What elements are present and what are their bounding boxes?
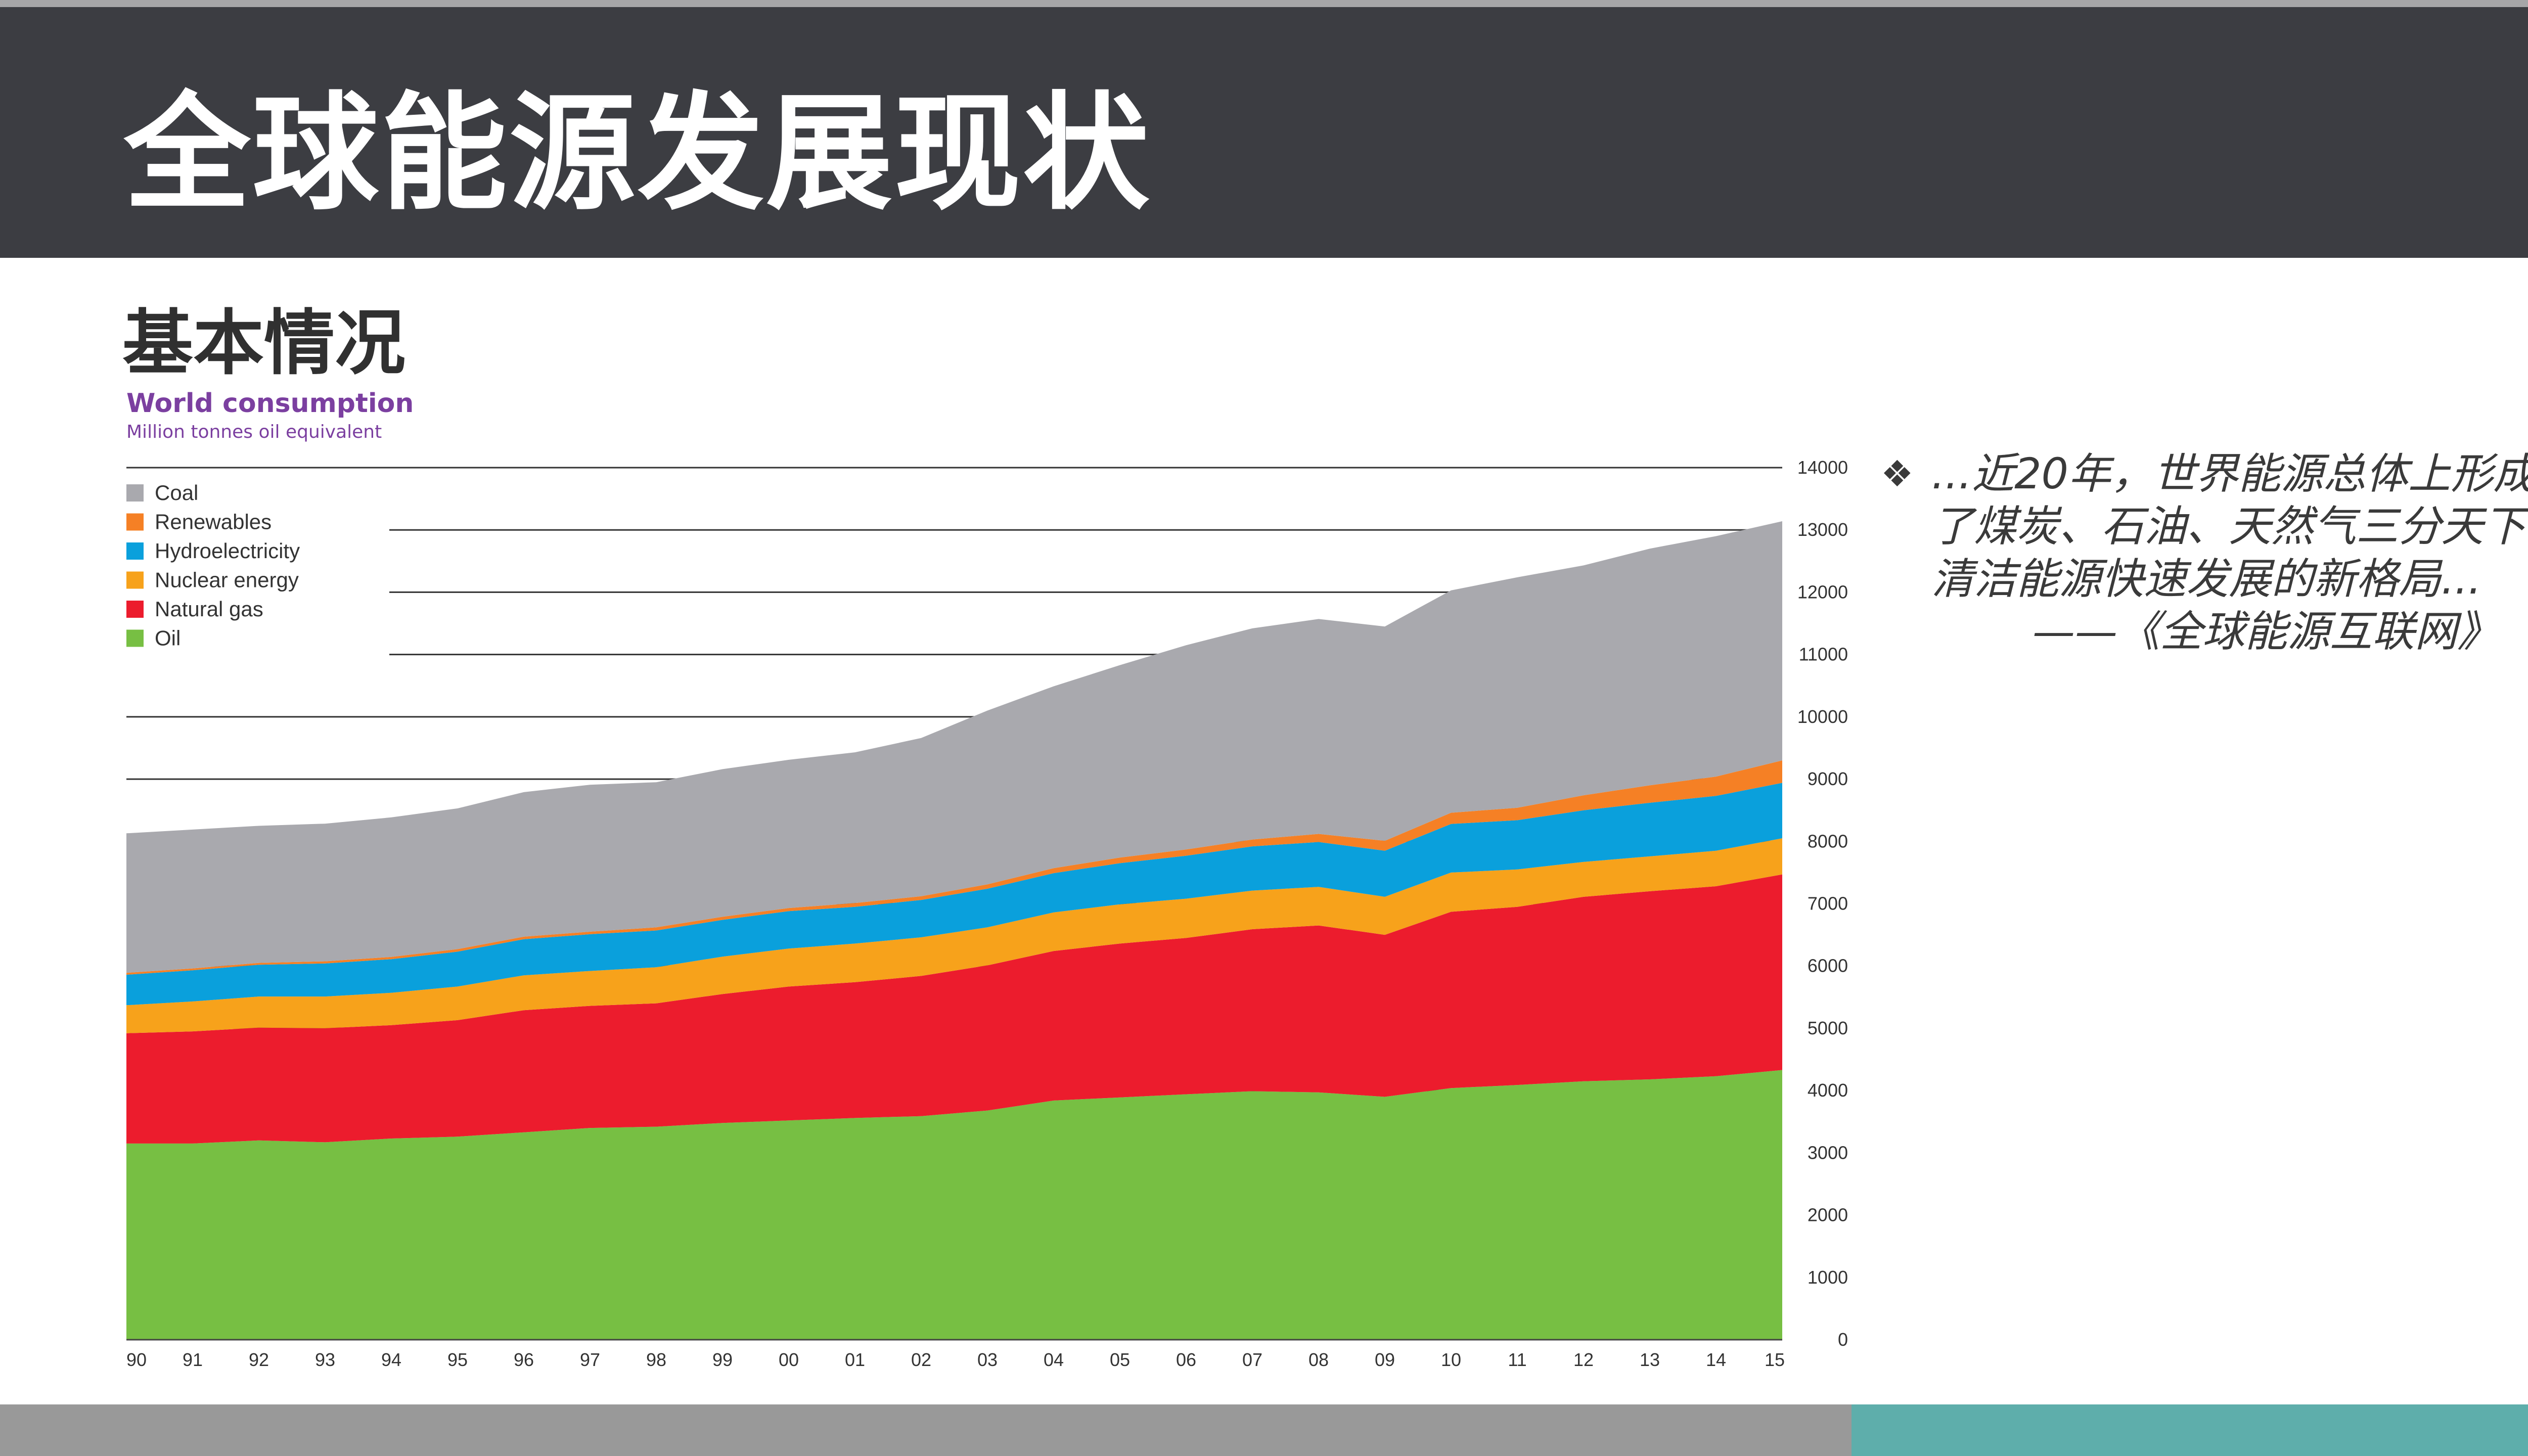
quote-line: 了煤炭、石油、天然气三分天下， (1931, 502, 2528, 551)
footer-bar-teal (1852, 1404, 2528, 1456)
y-axis-ticks: 0 1000 2000 3000 4000 5000 6000 7000 8000 9000 100… (1797, 457, 1848, 1350)
section-title: 基本情况 (122, 302, 406, 385)
x-tick-label: 14 (1706, 1349, 1726, 1370)
x-tick-label: 10 (1441, 1349, 1461, 1370)
y-tick-label: 3000 (1808, 1142, 1848, 1163)
x-tick-label: 08 (1308, 1349, 1329, 1370)
y-tick-label: 11000 (1799, 644, 1848, 665)
legend: Coal Renewables Hydroelectricity Nuclear en… (126, 481, 300, 650)
x-axis-ticks: 90 91 92 93 94 95 96 97 98 99 00 01 02 03 04 05 06 07 08 09… (126, 1349, 1785, 1370)
header-bar: 全球能源发展现状 (0, 7, 2528, 258)
y-tick-label: 8000 (1808, 831, 1848, 851)
legend-label: Hydroelectricity (155, 539, 300, 563)
x-tick-label: 15 (1765, 1349, 1785, 1370)
y-tick-label: 0 (1838, 1329, 1848, 1350)
quote-line: ...近20年，世界能源总体上形成 (1931, 449, 2528, 498)
area-series-group (126, 521, 1782, 1341)
x-tick-label: 92 (249, 1349, 269, 1370)
legend-swatch (126, 629, 144, 647)
y-tick-label: 14000 (1797, 457, 1848, 478)
y-tick-label: 1000 (1808, 1267, 1848, 1288)
y-tick-label: 2000 (1808, 1205, 1848, 1225)
x-tick-label: 13 (1640, 1349, 1660, 1370)
chart-title: World consumption (126, 388, 414, 419)
area-coal (126, 521, 1782, 973)
area-nuclear-energy (126, 838, 1782, 1033)
x-tick-label: 02 (911, 1349, 931, 1370)
x-tick-label: 11 (1508, 1349, 1526, 1370)
y-tick-label: 7000 (1808, 893, 1848, 914)
x-tick-label: 04 (1044, 1349, 1064, 1370)
y-tick-label: 9000 (1808, 768, 1848, 789)
legend-label: Natural gas (155, 597, 263, 621)
y-tick-label: 4000 (1808, 1080, 1848, 1101)
quote-line: 清洁能源快速发展的新格局... (1931, 554, 2482, 604)
footer-bar-gray (0, 1404, 1852, 1456)
legend-swatch (126, 513, 144, 531)
y-tick-label: 6000 (1808, 956, 1848, 976)
legend-label: Coal (155, 481, 198, 505)
x-tick-label: 91 (183, 1349, 203, 1370)
legend-label: Oil (155, 626, 180, 650)
legend-label: Nuclear energy (155, 568, 299, 592)
legend-swatch (126, 571, 144, 589)
x-tick-label: 01 (845, 1349, 865, 1370)
x-tick-label: 07 (1242, 1349, 1262, 1370)
x-tick-label: 96 (514, 1349, 534, 1370)
x-tick-label: 00 (779, 1349, 799, 1370)
area-natural-gas (126, 874, 1782, 1144)
x-tick-label: 12 (1573, 1349, 1594, 1370)
x-tick-label: 98 (646, 1349, 666, 1370)
y-tick-label: 10000 (1797, 706, 1848, 727)
legend-label: Renewables (155, 510, 272, 534)
area-oil (126, 1070, 1782, 1340)
x-tick-label: 97 (580, 1349, 600, 1370)
x-tick-label: 94 (381, 1349, 401, 1370)
x-tick-label: 93 (315, 1349, 335, 1370)
chart-subtitle: Million tonnes oil equivalent (126, 422, 382, 442)
x-tick-label: 03 (977, 1349, 998, 1370)
x-tick-label: 09 (1375, 1349, 1395, 1370)
legend-swatch (126, 601, 144, 618)
legend-swatch (126, 484, 144, 502)
legend-swatch (126, 542, 144, 560)
diamond-bullet-icon: ❖ (1881, 452, 1914, 495)
page-title: 全球能源发展现状 (124, 80, 1151, 227)
quote-attribution: ——《全球能源互联网》 (2033, 607, 2500, 656)
y-tick-label: 12000 (1797, 581, 1848, 602)
x-tick-label: 06 (1176, 1349, 1196, 1370)
y-tick-label: 5000 (1808, 1018, 1848, 1038)
x-tick-label: 95 (447, 1349, 468, 1370)
x-tick-label: 90 (126, 1349, 147, 1370)
area-hydroelectricity (126, 783, 1782, 1006)
x-tick-label: 99 (712, 1349, 733, 1370)
top-accent-line (0, 0, 2528, 7)
x-tick-label: 05 (1110, 1349, 1130, 1370)
y-tick-label: 13000 (1797, 519, 1848, 540)
